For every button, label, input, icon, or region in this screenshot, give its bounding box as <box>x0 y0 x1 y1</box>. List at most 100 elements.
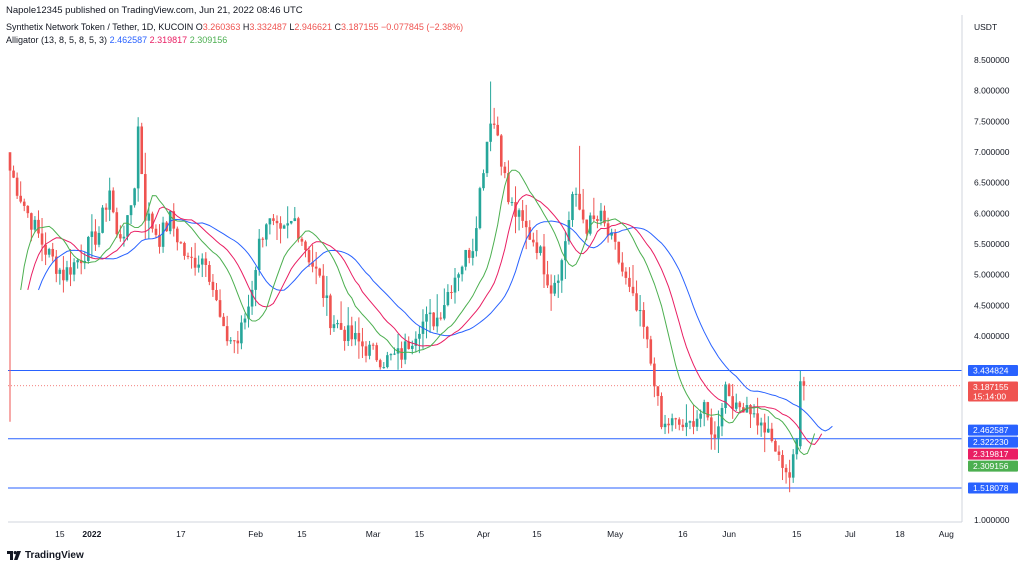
candle-body <box>542 246 546 275</box>
candle-body <box>460 266 464 275</box>
candle-body <box>321 275 325 298</box>
candle-body <box>286 223 289 226</box>
candle-body <box>375 345 378 361</box>
candle-body <box>596 219 599 221</box>
candle-body <box>791 454 795 478</box>
candle-body <box>126 215 129 237</box>
x-tick-label: Jun <box>722 529 736 539</box>
indicator-legend[interactable]: Alligator (13, 8, 5, 8, 5, 3) 2.462587 2… <box>6 35 227 45</box>
candle-body <box>574 193 578 195</box>
candle-body <box>378 360 382 368</box>
y-tick-label: 7.000000 <box>974 147 1010 157</box>
candle-body <box>752 413 756 415</box>
candle-body <box>97 232 101 245</box>
candle-body <box>136 126 140 189</box>
candle-body <box>154 228 158 235</box>
candle-body <box>87 236 90 261</box>
candle-body <box>368 344 371 356</box>
candle-body <box>532 239 535 243</box>
candle-body <box>229 340 233 342</box>
y-tick-label: 5.000000 <box>974 270 1010 280</box>
indicator-name: Alligator (13, 8, 5, 8, 5, 3) <box>6 35 108 45</box>
candle-body <box>314 266 318 269</box>
x-tick-label: 15 <box>55 529 65 539</box>
candle-body <box>240 322 243 344</box>
x-tick-label: Aug <box>939 529 954 539</box>
x-tick-label: 15 <box>415 529 425 539</box>
candle-body <box>407 341 411 349</box>
price-label-box <box>968 381 1018 402</box>
symbol-legend[interactable]: Synthetix Network Token / Tether, 1D, KU… <box>6 22 463 32</box>
candle-body <box>443 305 446 319</box>
candle-body <box>592 215 596 220</box>
candle-body <box>653 363 656 387</box>
candle-body <box>350 325 354 340</box>
candle-body <box>610 232 613 236</box>
tradingview-logo[interactable]: TradingView <box>7 550 84 561</box>
candle-body <box>628 277 631 287</box>
candle-body <box>471 251 475 258</box>
candle-body <box>386 355 389 368</box>
candle-body <box>581 209 585 220</box>
price-label-box <box>968 460 1018 472</box>
y-tick-label: 6.000000 <box>974 208 1010 218</box>
candle-body <box>279 223 282 229</box>
symbol-name: Synthetix Network Token / Tether, 1D, KU… <box>6 22 194 32</box>
candle-body <box>51 248 55 257</box>
candle-body <box>94 231 97 245</box>
candle-body <box>499 135 503 167</box>
candle-body <box>90 231 94 237</box>
axes <box>8 15 963 523</box>
y-tick-label: 6.500000 <box>974 178 1010 188</box>
x-tick-label: Feb <box>248 529 263 539</box>
candle-body <box>354 332 357 340</box>
candle-body <box>560 260 564 281</box>
candle-body <box>638 310 642 312</box>
horizontal-lines <box>8 370 962 489</box>
x-tick-label: Mar <box>366 529 381 539</box>
candle-body <box>247 306 250 319</box>
price-label-box <box>968 365 1018 377</box>
candle-body <box>514 202 517 217</box>
candle-body <box>425 314 428 322</box>
candle-body <box>257 238 261 271</box>
price-label-box <box>968 424 1018 436</box>
candle-body <box>656 386 660 396</box>
candle-body <box>297 218 300 239</box>
candle-body <box>225 326 229 342</box>
y-tick-label: 8.500000 <box>974 55 1010 65</box>
high-label: H <box>242 22 250 32</box>
candle-body <box>539 246 542 254</box>
candle-body <box>446 292 450 306</box>
y-tick-label: 4.500000 <box>974 300 1010 310</box>
candle-body <box>250 289 254 307</box>
x-tick-label: 15 <box>532 529 542 539</box>
candle-body <box>770 428 774 441</box>
candle-body <box>645 326 649 340</box>
candle-body <box>489 123 492 142</box>
candle-body <box>781 454 784 468</box>
candle-body <box>54 256 58 274</box>
candle-body <box>15 177 19 196</box>
candle-body <box>731 396 734 409</box>
candle-body <box>307 250 311 263</box>
candle-body <box>183 242 186 256</box>
candle-body <box>300 238 304 242</box>
candle-body <box>222 316 225 327</box>
candle-body <box>261 238 265 240</box>
candle-body <box>578 193 581 210</box>
price-label-text: 2.322230 <box>973 437 1009 447</box>
candle-body <box>556 280 560 283</box>
candle-body <box>774 440 777 452</box>
price-label-box <box>968 436 1018 448</box>
candle-body <box>47 248 51 255</box>
price-label-text: 2.462587 <box>973 425 1009 435</box>
candle-body <box>208 265 211 282</box>
candle-body <box>243 318 247 323</box>
candle-body <box>457 274 460 278</box>
price-label-box <box>968 482 1018 494</box>
x-tick-label: Apr <box>477 529 490 539</box>
candle-body <box>343 329 346 342</box>
